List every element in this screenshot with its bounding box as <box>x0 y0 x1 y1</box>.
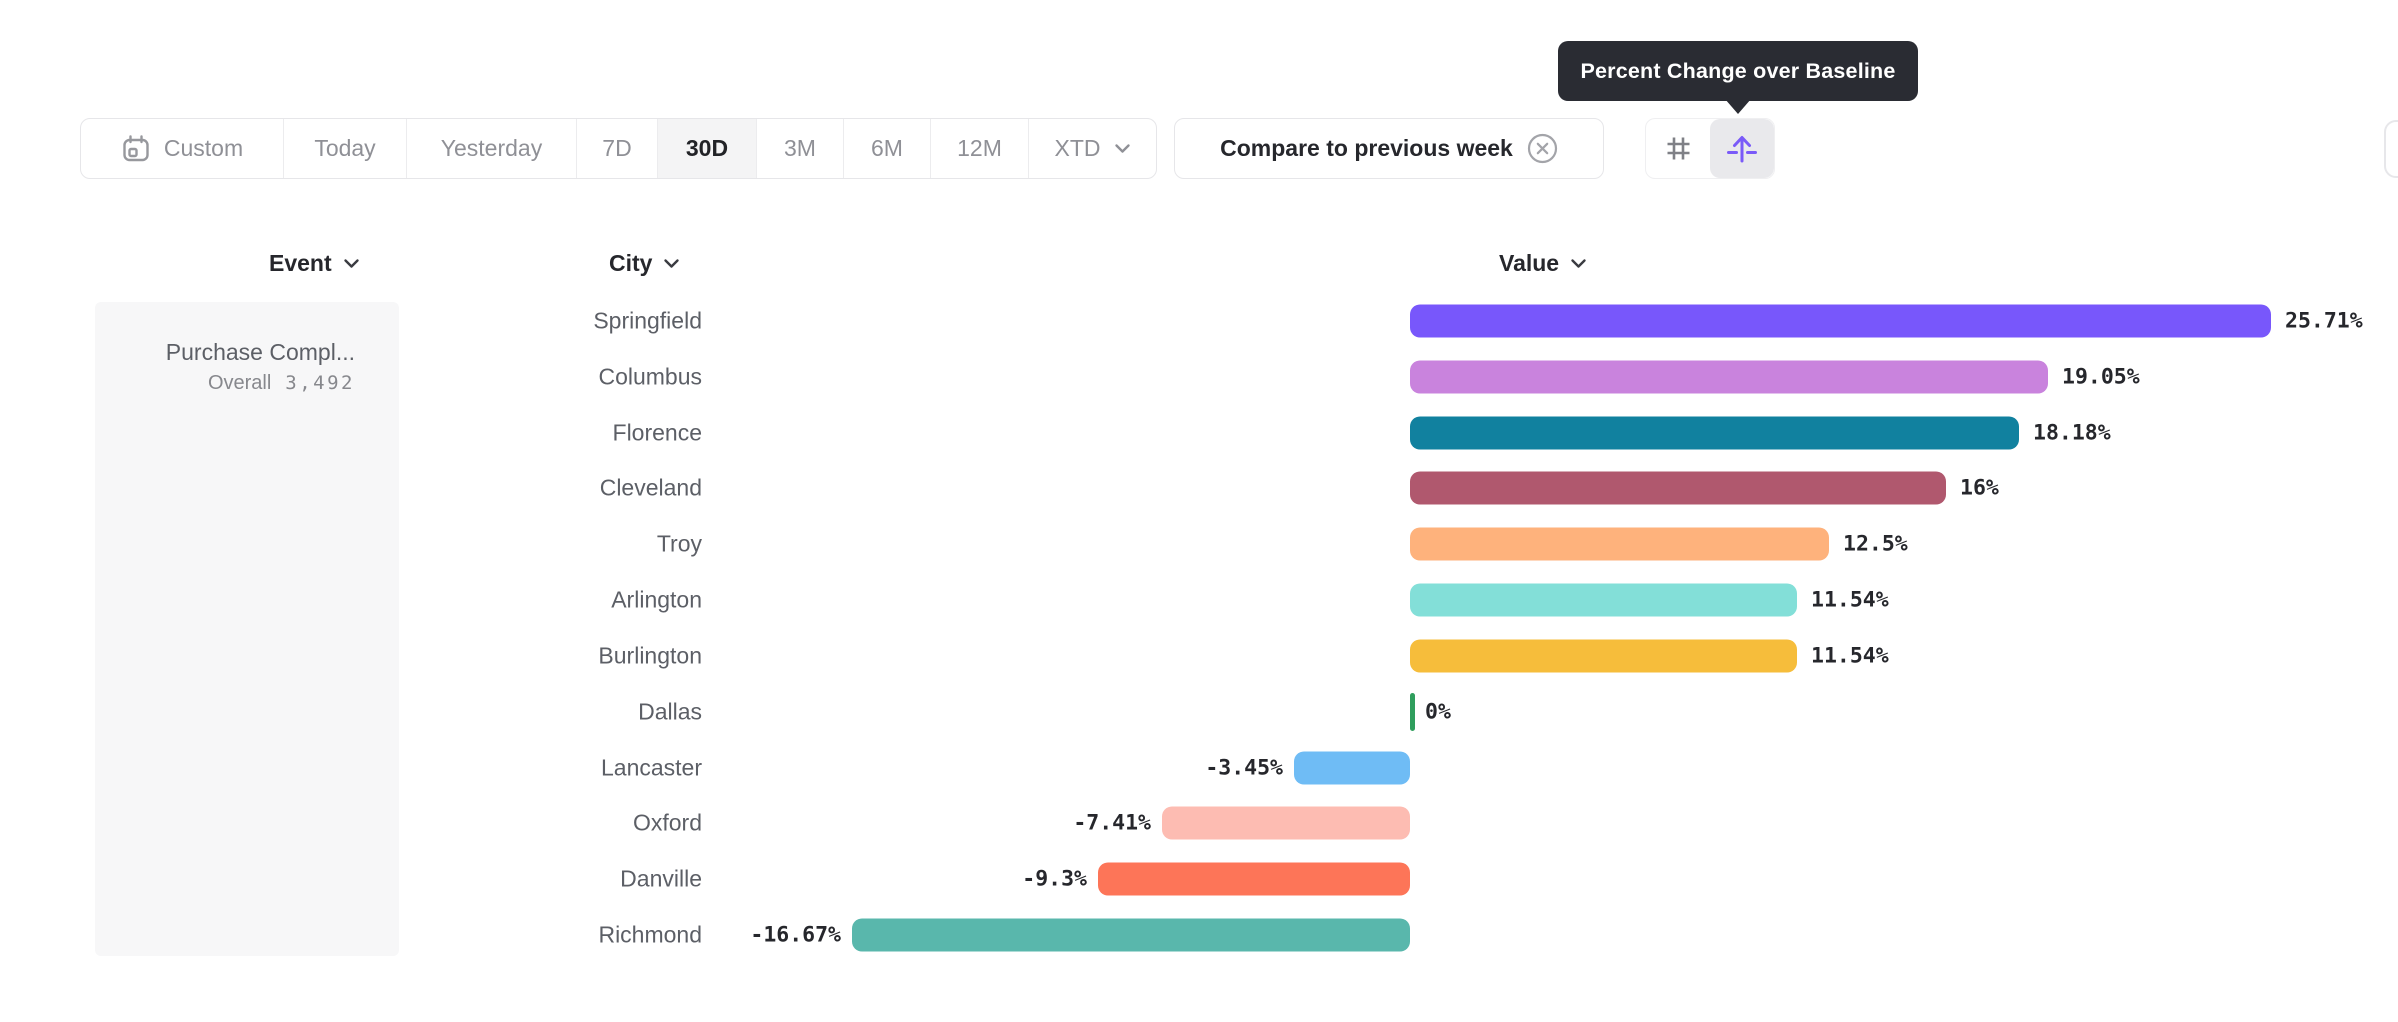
chart-row: Dallas 0% <box>0 684 2398 740</box>
value-bar[interactable] <box>1294 751 1410 785</box>
tooltip-arrow <box>1725 99 1751 114</box>
chart-rows: Springfield 25.71% Columbus 19.05% Florence 1… <box>0 293 2398 963</box>
chart-row: Cleveland 16% <box>0 460 2398 516</box>
calendar-icon <box>121 134 151 164</box>
chevron-down-icon <box>1114 143 1131 154</box>
date-range-toolbar: Custom Today Yesterday 7D 30D 3M 6M 12M … <box>80 118 1157 179</box>
date-range-today[interactable]: Today <box>284 119 407 178</box>
city-label: Cleveland <box>599 474 702 501</box>
value-bar[interactable] <box>1410 692 1415 731</box>
segment-label: Custom <box>163 135 244 161</box>
date-range-xtd[interactable]: XTD <box>1029 119 1156 178</box>
segment-label: 3M <box>784 135 816 161</box>
chart-row: Lancaster -3.45% <box>0 740 2398 796</box>
segment-label: Yesterday <box>440 135 543 161</box>
value-label: -3.45% <box>1205 755 1283 781</box>
arrow-up-baseline-icon <box>1724 131 1760 167</box>
city-label: Danville <box>620 865 702 892</box>
column-header-value[interactable]: Value <box>1499 247 1587 279</box>
value-bar[interactable] <box>1410 416 2019 450</box>
value-label: -9.3% <box>1022 866 1087 892</box>
chevron-down-icon <box>663 258 680 269</box>
value-bar[interactable] <box>1410 304 2271 338</box>
segment-label: Today <box>314 135 376 161</box>
value-label: 0% <box>1425 699 1451 725</box>
value-label: 19.05% <box>2062 364 2140 390</box>
segment-label: 6M <box>871 135 903 161</box>
value-bar[interactable] <box>1410 583 1797 617</box>
event-name: Purchase Compl... <box>165 339 355 365</box>
city-label: Dallas <box>638 698 702 725</box>
date-range-7d[interactable]: 7D <box>577 119 658 178</box>
city-label: Columbus <box>598 363 702 390</box>
chart-row: Florence 18.18% <box>0 405 2398 461</box>
compare-chip[interactable]: Compare to previous week <box>1174 118 1604 179</box>
percent-change-baseline-button[interactable] <box>1710 119 1774 178</box>
segment-label: 12M <box>957 135 1002 161</box>
event-panel[interactable]: Purchase Compl... Overall 3,492 <box>95 302 399 956</box>
value-bar[interactable] <box>1410 471 1946 505</box>
date-range-30d-selected[interactable]: 30D <box>658 119 757 178</box>
value-label: 18.18% <box>2033 420 2111 446</box>
value-bar[interactable] <box>1162 806 1410 840</box>
column-header-label: Value <box>1499 249 1560 276</box>
numbers-view-button[interactable] <box>1646 119 1710 178</box>
value-bar[interactable] <box>1410 639 1797 673</box>
city-label: Richmond <box>598 921 702 948</box>
value-label: 25.71% <box>2285 308 2363 334</box>
segment-label: 30D <box>685 135 729 161</box>
city-label: Troy <box>656 530 702 557</box>
chart-row: Burlington 11.54% <box>0 628 2398 684</box>
city-label: Florence <box>612 419 702 446</box>
date-range-6m[interactable]: 6M <box>844 119 931 178</box>
value-label: 11.54% <box>1811 643 1889 669</box>
city-label: Springfield <box>593 307 702 334</box>
column-header-label: Event <box>269 249 332 276</box>
overall-value: 3,492 <box>285 372 355 394</box>
date-range-3m[interactable]: 3M <box>757 119 844 178</box>
date-range-12m[interactable]: 12M <box>931 119 1029 178</box>
city-label: Arlington <box>611 586 702 613</box>
value-label: 16% <box>1960 475 1999 501</box>
value-label: -16.67% <box>750 922 841 948</box>
chart-row: Danville -9.3% <box>0 851 2398 907</box>
date-range-yesterday[interactable]: Yesterday <box>407 119 577 178</box>
date-range-custom[interactable]: Custom <box>81 119 284 178</box>
value-label: -7.41% <box>1073 810 1151 836</box>
chevron-down-icon <box>343 258 360 269</box>
overall-label: Overall <box>207 372 272 394</box>
chart-row: Arlington 11.54% <box>0 572 2398 628</box>
view-toggle-group <box>1645 118 1775 179</box>
clipped-control-sliver <box>2384 120 2398 178</box>
city-label: Oxford <box>632 809 702 836</box>
event-overall: Overall 3,492 <box>166 372 355 395</box>
column-header-label: City <box>609 249 653 276</box>
value-bar[interactable] <box>1410 527 1829 561</box>
column-header-event[interactable]: Event <box>269 247 360 279</box>
value-bar[interactable] <box>852 918 1410 952</box>
segment-label: XTD <box>1054 135 1101 161</box>
city-label: Burlington <box>598 642 702 669</box>
value-label: 11.54% <box>1811 587 1889 613</box>
compare-chip-label: Compare to previous week <box>1220 135 1513 161</box>
column-header-city[interactable]: City <box>609 247 680 279</box>
tooltip-percent-change: Percent Change over Baseline <box>1558 41 1918 101</box>
hash-icon <box>1662 132 1695 165</box>
segment-label: 7D <box>602 135 632 161</box>
chart-row: Richmond -16.67% <box>0 907 2398 963</box>
chart-row: Springfield 25.71% <box>0 293 2398 349</box>
chevron-down-icon <box>1570 258 1587 269</box>
chart-row: Oxford -7.41% <box>0 795 2398 851</box>
chart-row: Troy 12.5% <box>0 516 2398 572</box>
chart-row: Columbus 19.05% <box>0 349 2398 405</box>
x-circle-icon[interactable] <box>1527 133 1558 164</box>
value-bar[interactable] <box>1410 360 2048 394</box>
value-bar[interactable] <box>1098 862 1410 896</box>
city-label: Lancaster <box>600 754 702 781</box>
value-label: 12.5% <box>1843 531 1908 557</box>
event-panel-text: Purchase Compl... Overall 3,492 <box>166 336 355 395</box>
